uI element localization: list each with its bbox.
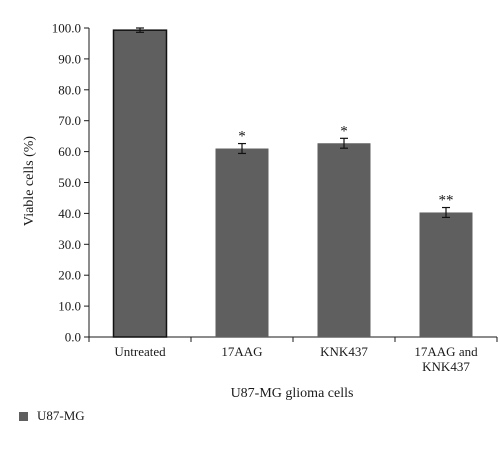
x-category-label: 17AAG and: [414, 344, 478, 359]
y-tick-label: 70.0: [58, 113, 81, 128]
y-tick-label: 20.0: [58, 268, 81, 283]
bar: [215, 148, 269, 337]
legend-swatch: [19, 411, 28, 421]
y-tick-label: 90.0: [58, 51, 81, 66]
y-axis: 0.0 10.0 20.0 30.0 40.0 50.0 60.0 70.0 80.0 90.0 1…: [52, 21, 90, 345]
y-tick-label: 50.0: [58, 175, 81, 190]
y-tick-label: 40.0: [58, 206, 81, 221]
x-axis-title: U87-MG glioma cells: [231, 386, 354, 401]
y-axis-title: Viable cells (%): [22, 136, 37, 226]
legend-label: U87-MG: [37, 408, 85, 423]
y-tick-label: 60.0: [58, 144, 81, 159]
y-tick-label: 30.0: [58, 237, 81, 252]
significance-label: **: [439, 193, 454, 209]
x-category-label: KNK437: [320, 344, 368, 359]
x-category-label: Untreated: [114, 344, 166, 359]
bar: [317, 143, 371, 337]
bar: [112, 29, 168, 338]
y-tick-label: 0.0: [65, 330, 81, 345]
legend: U87-MG: [19, 408, 85, 424]
y-tick-label: 10.0: [58, 299, 81, 314]
y-tick-label: 100.0: [52, 21, 81, 36]
significance-label: *: [238, 129, 246, 145]
bar: [419, 212, 473, 337]
significance-label: *: [340, 123, 348, 139]
x-category-label: 17AAG: [221, 344, 262, 359]
bar-series: * ***: [112, 27, 473, 338]
y-tick-label: 80.0: [58, 82, 81, 97]
x-category-label: KNK437: [422, 359, 470, 374]
